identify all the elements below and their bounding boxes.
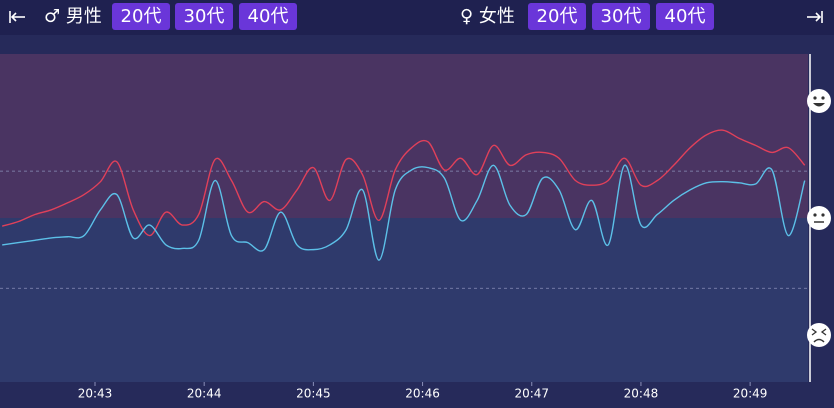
sad-face — [807, 323, 831, 347]
x-tick-label: 20:43 — [78, 387, 113, 401]
x-tick-label: 20:46 — [405, 387, 440, 401]
positive-zone — [0, 54, 808, 218]
collapse-left-icon[interactable] — [8, 8, 28, 26]
neutral-face — [807, 206, 831, 230]
age-button[interactable]: 20代 — [528, 3, 586, 30]
series-line — [2, 164, 806, 261]
face-icons — [807, 89, 831, 347]
x-tick-label: 20:49 — [733, 387, 768, 401]
toolbar: ♂ 男性 20代 30代 40代 ♀ 女性 20代 30代 40代 — [0, 0, 834, 35]
age-button[interactable]: 30代 — [175, 3, 233, 30]
collapse-right-icon[interactable] — [804, 8, 824, 26]
age-button[interactable]: 40代 — [239, 3, 297, 30]
x-tick-label: 20:45 — [296, 387, 331, 401]
female-label: ♀ 女性 — [460, 6, 515, 27]
x-tick-label: 20:44 — [187, 387, 222, 401]
age-button[interactable]: 30代 — [592, 3, 650, 30]
age-button[interactable]: 40代 — [656, 3, 714, 30]
series-line — [1, 129, 806, 237]
negative-zone — [0, 218, 808, 382]
male-label: ♂ 男性 — [44, 6, 102, 27]
age-button[interactable]: 20代 — [112, 3, 170, 30]
happy-face — [807, 89, 831, 113]
x-tick-label: 20:48 — [624, 387, 659, 401]
x-tick-label: 20:47 — [514, 387, 549, 401]
